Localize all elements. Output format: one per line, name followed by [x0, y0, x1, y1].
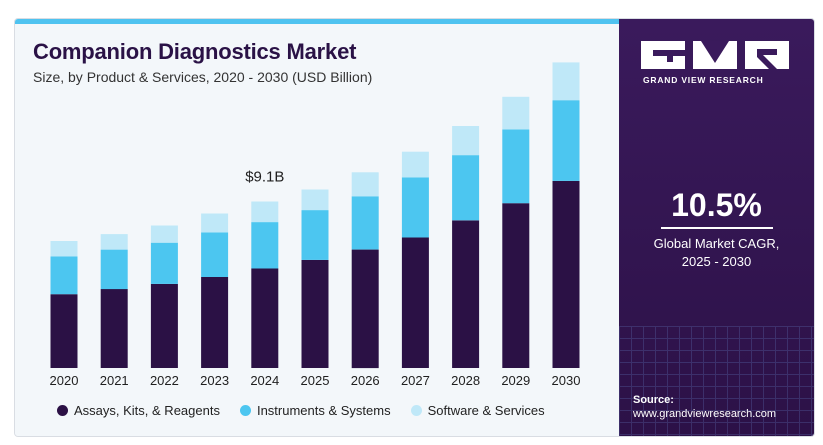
cagr-divider — [661, 227, 773, 229]
bar-software-2025 — [301, 189, 329, 211]
chart-title: Companion Diagnostics Market — [33, 39, 357, 64]
bar-instruments-2027 — [401, 177, 429, 238]
x-tick-label: 2025 — [301, 373, 330, 388]
bar-software-2023 — [201, 213, 229, 233]
x-tick-label: 2030 — [552, 373, 581, 388]
bar-assays-2025 — [301, 259, 329, 368]
bar-instruments-2026 — [351, 196, 379, 250]
bar-software-2029 — [502, 96, 530, 130]
bar-software-2024 — [251, 201, 279, 223]
x-tick-label: 2022 — [150, 373, 179, 388]
x-tick-label: 2024 — [250, 373, 279, 388]
chart-panel: Companion Diagnostics Market Size, by Pr… — [15, 19, 619, 436]
bar-software-2030 — [552, 62, 580, 101]
legend-label-instruments: Instruments & Systems — [256, 403, 391, 418]
bar-software-2028 — [452, 126, 480, 156]
bar-instruments-2029 — [502, 129, 530, 204]
x-tick-label: 2026 — [351, 373, 380, 388]
bar-instruments-2020 — [50, 256, 78, 295]
cagr-label-line1: Global Market CAGR, — [653, 236, 780, 251]
cagr-value: 10.5% — [671, 187, 762, 223]
legend-item-assays: Assays, Kits, & Reagents — [57, 403, 220, 418]
bar-assays-2026 — [351, 249, 379, 369]
bar-instruments-2023 — [201, 232, 229, 277]
bar-assays-2027 — [401, 237, 429, 368]
chart-legend: Assays, Kits, & Reagents Instruments & S… — [57, 403, 545, 418]
source-block: Source: www.grandviewresearch.com — [633, 393, 776, 421]
x-tick-label: 2021 — [100, 373, 129, 388]
x-tick-label: 2023 — [200, 373, 229, 388]
legend-label-assays: Assays, Kits, & Reagents — [74, 403, 220, 418]
bar-software-2020 — [50, 241, 78, 257]
bar-instruments-2024 — [251, 222, 279, 269]
legend-item-software: Software & Services — [410, 403, 545, 418]
stacked-bar-chart: 2020 2021 2022 2023 2024 $9.1B 2025 2026 2027 202… — [50, 62, 581, 388]
grid-decoration — [619, 326, 814, 436]
x-tick-label: 2027 — [401, 373, 430, 388]
x-tick-label: 2028 — [451, 373, 480, 388]
bar-instruments-2022 — [150, 242, 178, 284]
bar-software-2026 — [351, 172, 379, 197]
bar-software-2022 — [150, 225, 178, 243]
bar-assays-2021 — [100, 289, 128, 368]
bar-annotation: $9.1B — [245, 169, 284, 186]
legend-item-instruments: Instruments & Systems — [239, 403, 391, 418]
bar-instruments-2028 — [452, 155, 480, 221]
bar-assays-2024 — [251, 268, 279, 368]
bar-assays-2020 — [50, 294, 78, 368]
bar-assays-2023 — [201, 277, 229, 368]
bar-software-2021 — [100, 234, 128, 250]
bar-assays-2030 — [552, 180, 580, 368]
grand-view-research-logo — [641, 41, 789, 69]
x-tick-label: 2020 — [50, 373, 79, 388]
cagr-label: Global Market CAGR, 2025 - 2030 — [619, 235, 814, 271]
bar-instruments-2030 — [552, 100, 580, 181]
stat-panel: GRAND VIEW RESEARCH 10.5% Global Market … — [619, 19, 814, 436]
bar-instruments-2021 — [100, 249, 128, 290]
bar-assays-2029 — [502, 203, 530, 368]
bar-instruments-2025 — [301, 210, 329, 260]
source-label: Source: — [633, 394, 674, 406]
bar-assays-2028 — [452, 220, 480, 368]
legend-swatch-assays — [57, 405, 68, 416]
legend-swatch-software — [410, 405, 422, 416]
bar-software-2027 — [401, 151, 429, 178]
source-url[interactable]: www.grandviewresearch.com — [633, 408, 777, 420]
x-tick-label: 2029 — [501, 373, 530, 388]
chart-card: Companion Diagnostics Market Size, by Pr… — [14, 18, 815, 437]
cagr-label-line2: 2025 - 2030 — [681, 254, 752, 269]
legend-label-software: Software & Services — [427, 403, 545, 418]
accent-bar — [15, 19, 619, 24]
brand-name: GRAND VIEW RESEARCH — [643, 75, 764, 85]
legend-swatch-instruments — [239, 405, 251, 416]
chart-subtitle: Size, by Product & Services, 2020 - 2030… — [33, 69, 373, 85]
bar-assays-2022 — [150, 283, 178, 368]
